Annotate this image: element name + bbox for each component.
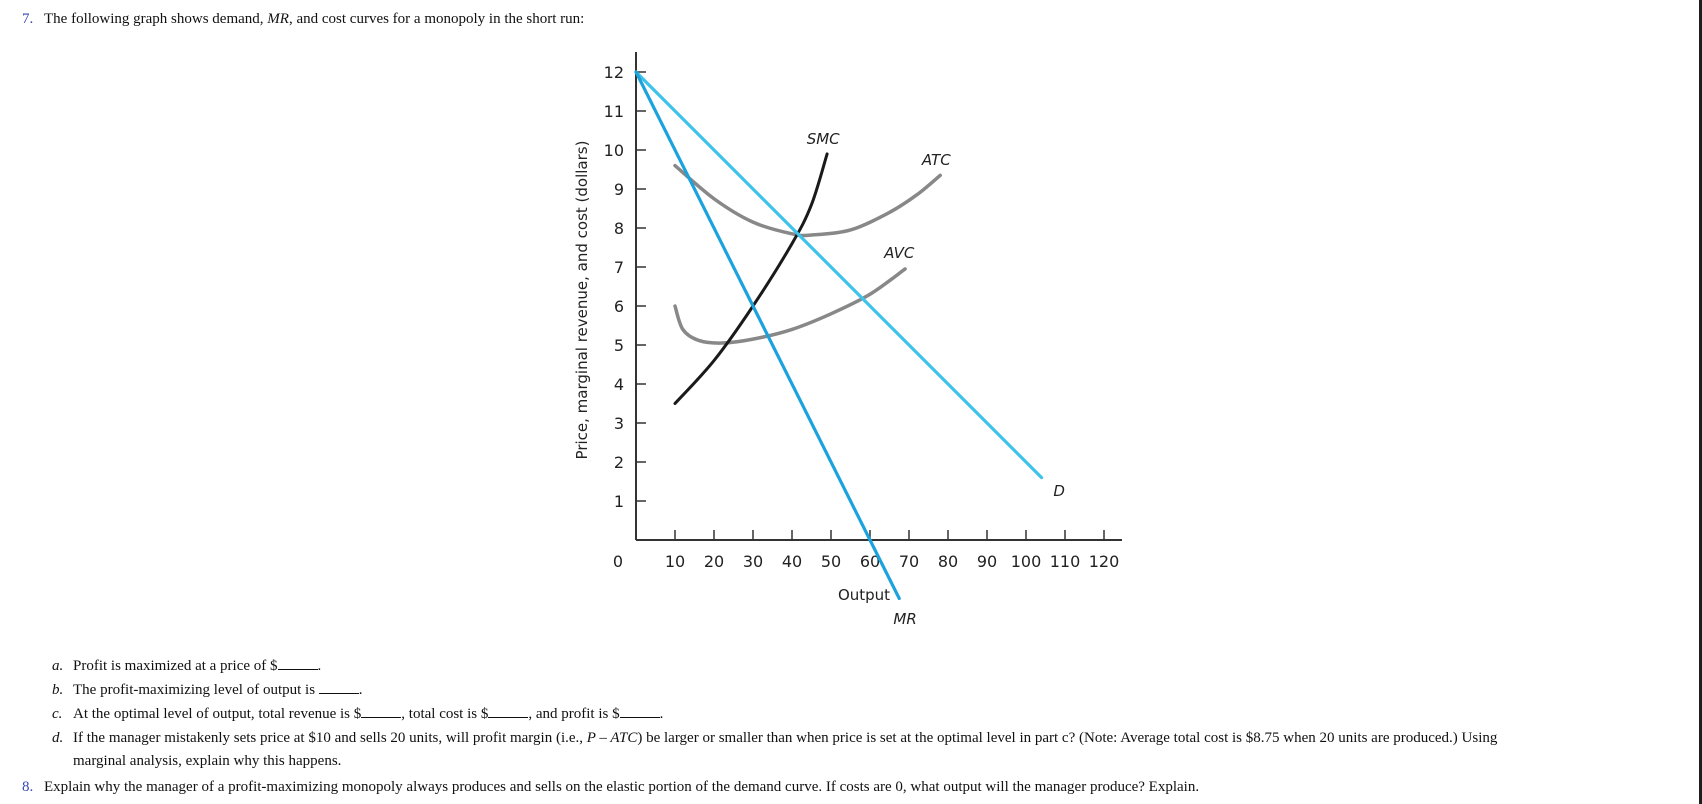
subquestion-d: d. If the manager mistakenly sets price a… bbox=[52, 729, 1497, 747]
y-tick-label: 2 bbox=[614, 453, 624, 472]
y-axis-title: Price, marginal revenue, and cost (dolla… bbox=[573, 141, 591, 460]
punct: . bbox=[317, 658, 322, 674]
question-text: Explain why the manager of a profit-maxi… bbox=[44, 779, 1200, 795]
y-tick-label: 1 bbox=[614, 492, 624, 511]
x-tick-label: 120 bbox=[1089, 552, 1120, 571]
x-tick-label: 50 bbox=[821, 552, 841, 571]
x-axis-title: Output bbox=[838, 586, 890, 604]
curve-label-mr: MR bbox=[893, 610, 916, 628]
answer-blank[interactable] bbox=[318, 681, 359, 694]
sub-letter: b. bbox=[52, 682, 64, 698]
x-tick-label: 90 bbox=[977, 552, 997, 571]
sub-letter: a. bbox=[52, 658, 64, 674]
curve-label-smc: SMC bbox=[807, 130, 840, 148]
y-tick-label: 12 bbox=[604, 63, 624, 82]
x-tick-label: 100 bbox=[1011, 552, 1042, 571]
window-edge bbox=[1699, 0, 1702, 804]
sub-letter: c. bbox=[52, 706, 63, 722]
sub-text: The profit-maximizing level of output is bbox=[73, 682, 319, 698]
question-text: , and cost curves for a monopoly in the … bbox=[288, 11, 585, 27]
subquestion-c: c. At the optimal level of output, total … bbox=[52, 705, 663, 723]
curve-label-d: D bbox=[1053, 482, 1065, 500]
sub-text: , total cost is $ bbox=[401, 706, 489, 722]
sub-text: If the manager mistakenly sets price at … bbox=[73, 730, 587, 746]
origin-label: 0 bbox=[613, 552, 623, 571]
answer-blank[interactable] bbox=[488, 705, 529, 718]
curve-smc bbox=[673, 152, 829, 405]
sub-text: At the optimal level of output, total re… bbox=[73, 706, 362, 722]
question-8: 8. Explain why the manager of a profit-ma… bbox=[22, 778, 1199, 796]
chart-labels: Output Price, marginal revenue, and cost … bbox=[573, 130, 1065, 628]
y-tick-label: 8 bbox=[614, 219, 624, 238]
answer-blank[interactable] bbox=[361, 705, 402, 718]
curve-avc bbox=[673, 267, 907, 345]
curve-label-avc: AVC bbox=[883, 244, 915, 262]
x-tick-label: 10 bbox=[665, 552, 685, 571]
y-tick-label: 10 bbox=[604, 141, 624, 160]
curve-mr bbox=[634, 70, 901, 601]
curve-atc bbox=[673, 163, 942, 238]
sub-text: ) be larger or smaller than when price i… bbox=[637, 730, 1498, 746]
sub-letter: d. bbox=[52, 730, 64, 746]
y-tick-label: 6 bbox=[614, 297, 624, 316]
question-number: 8. bbox=[22, 779, 34, 795]
question-number: 7. bbox=[22, 11, 34, 27]
x-tick-label: 20 bbox=[704, 552, 724, 571]
sub-text: , and profit is $ bbox=[528, 706, 620, 722]
answer-blank[interactable] bbox=[277, 657, 318, 670]
question-text: The following graph shows demand, bbox=[44, 11, 268, 27]
sub-text-italic: P – ATC bbox=[586, 730, 638, 746]
x-tick-label: 70 bbox=[899, 552, 919, 571]
question-7: 7. The following graph shows demand, MR, … bbox=[22, 10, 584, 28]
curve-label-atc: ATC bbox=[921, 151, 951, 169]
subquestion-b: b. The profit-maximizing level of output … bbox=[52, 681, 363, 699]
y-tick-label: 4 bbox=[614, 375, 624, 394]
y-tick-label: 9 bbox=[614, 180, 624, 199]
y-tick-label: 3 bbox=[614, 414, 624, 433]
x-tick-label: 40 bbox=[782, 552, 802, 571]
punct: . bbox=[659, 706, 664, 722]
sub-text: Profit is maximized at a price of $ bbox=[73, 658, 278, 674]
x-tick-label: 60 bbox=[860, 552, 880, 571]
subquestion-a: a. Profit is maximized at a price of $. bbox=[52, 657, 321, 675]
y-tick-label: 7 bbox=[614, 258, 624, 277]
punct: . bbox=[358, 682, 363, 698]
x-tick-label: 110 bbox=[1050, 552, 1081, 571]
answer-blank[interactable] bbox=[619, 705, 660, 718]
question-text-italic: MR bbox=[267, 11, 289, 27]
y-tick-label: 5 bbox=[614, 336, 624, 355]
y-tick-label: 11 bbox=[604, 102, 624, 121]
subquestion-d-line2: marginal analysis, explain why this happ… bbox=[73, 753, 342, 769]
x-tick-label: 80 bbox=[938, 552, 958, 571]
curve-d bbox=[634, 70, 1044, 480]
curves bbox=[634, 70, 1044, 601]
x-tick-label: 30 bbox=[743, 552, 763, 571]
